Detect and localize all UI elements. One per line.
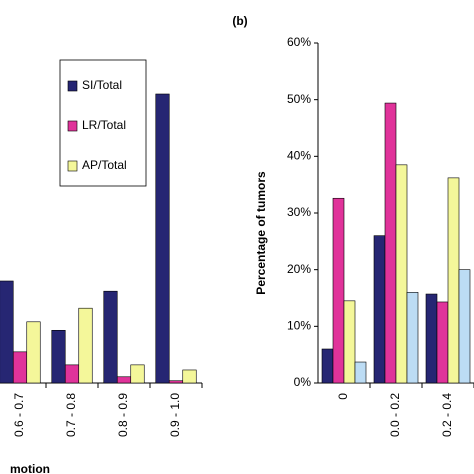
bar (182, 369, 197, 384)
bar (0, 280, 14, 384)
bar (332, 197, 345, 384)
bar (354, 361, 367, 384)
x-tick-label: 0.6 - 0.7 (12, 393, 26, 437)
y-axis-label: Percentage of tumors (254, 171, 268, 295)
bar (406, 292, 419, 384)
y-tick-label: 20% (287, 262, 311, 276)
bar (64, 364, 80, 384)
legend: SI/Total LR/Total AP/Total (59, 59, 147, 187)
legend-swatch (67, 80, 78, 92)
x-tick-label: 0.7 - 0.8 (64, 393, 78, 437)
legend-swatch (67, 160, 78, 172)
legend-label: LR/Total (82, 118, 126, 132)
y-tick-label: 10% (287, 319, 311, 333)
x-tick-label: 0.0 - 0.2 (388, 393, 402, 437)
x-tick-label: 0.8 - 0.9 (116, 393, 130, 437)
legend-label: AP/Total (82, 158, 127, 172)
y-tick-label: 30% (287, 205, 311, 219)
bar (116, 376, 132, 384)
bar (155, 93, 170, 384)
bar (103, 290, 118, 384)
bar (78, 307, 93, 384)
bar (343, 300, 356, 384)
y-tick-label: 40% (287, 149, 311, 163)
x-tick-label: 0.9 - 1.0 (168, 393, 182, 437)
y-tick-label: 60% (287, 35, 311, 49)
bar (130, 364, 145, 384)
bar (458, 269, 471, 384)
bar (447, 177, 460, 384)
legend-swatch (67, 120, 78, 132)
y-tick-label: 50% (287, 92, 311, 106)
chart-title: (b) (232, 14, 247, 28)
bar (373, 235, 386, 384)
bar (425, 293, 438, 384)
bar (26, 321, 41, 384)
bar (436, 301, 449, 384)
bar (12, 351, 28, 384)
bar (384, 102, 397, 384)
bar (321, 348, 334, 384)
x-axis-label: motion (10, 462, 50, 474)
bar (395, 164, 408, 384)
x-tick-label: 0.2 - 0.4 (440, 393, 454, 437)
bar (168, 380, 184, 384)
legend-label: SI/Total (82, 78, 122, 92)
y-tick-label: 0% (294, 375, 312, 389)
x-tick-label: 0 (336, 393, 350, 400)
bar (51, 329, 66, 384)
